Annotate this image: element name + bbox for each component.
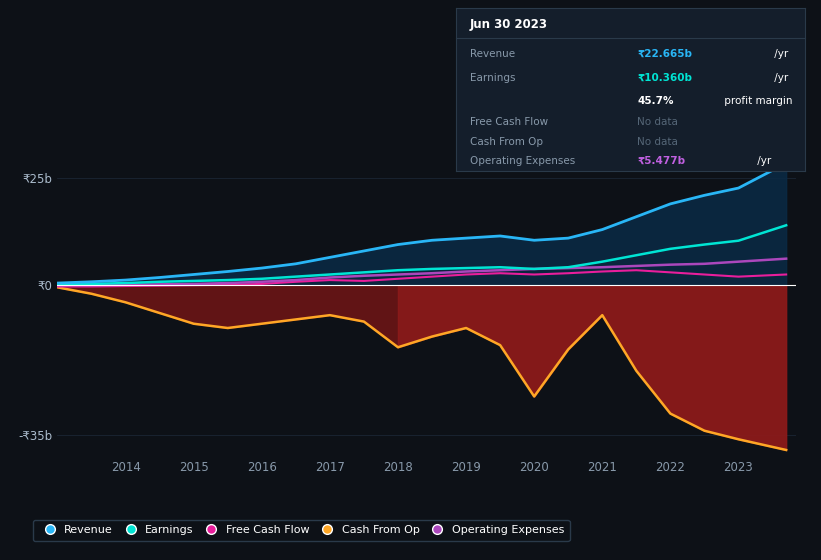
- Text: ₹10.360b: ₹10.360b: [637, 73, 692, 83]
- Text: Jun 30 2023: Jun 30 2023: [470, 18, 548, 31]
- Text: Cash From Op: Cash From Op: [470, 137, 543, 147]
- Text: /yr: /yr: [754, 156, 772, 166]
- Text: ₹5.477b: ₹5.477b: [637, 156, 686, 166]
- Text: Operating Expenses: Operating Expenses: [470, 156, 575, 166]
- Text: profit margin: profit margin: [721, 96, 792, 106]
- Text: ₹22.665b: ₹22.665b: [637, 49, 692, 59]
- Text: 45.7%: 45.7%: [637, 96, 673, 106]
- Text: No data: No data: [637, 117, 678, 127]
- Text: No data: No data: [637, 137, 678, 147]
- Text: Earnings: Earnings: [470, 73, 515, 83]
- Text: Free Cash Flow: Free Cash Flow: [470, 117, 548, 127]
- Legend: Revenue, Earnings, Free Cash Flow, Cash From Op, Operating Expenses: Revenue, Earnings, Free Cash Flow, Cash …: [33, 520, 570, 541]
- Text: /yr: /yr: [771, 73, 788, 83]
- Text: /yr: /yr: [771, 49, 788, 59]
- Text: Revenue: Revenue: [470, 49, 515, 59]
